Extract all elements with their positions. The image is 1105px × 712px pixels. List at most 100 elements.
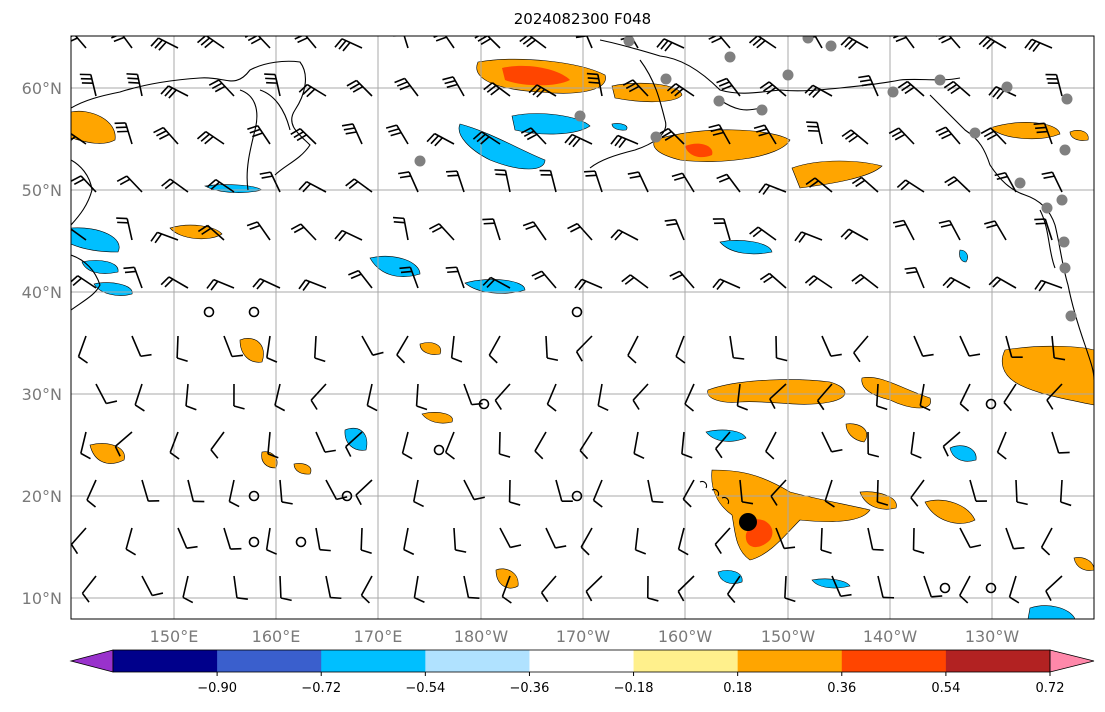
wind-barb (150, 37, 179, 51)
wind-barb (393, 36, 409, 49)
wind-barb (426, 132, 455, 147)
wind-barb (81, 575, 97, 603)
colorbar-segment (529, 650, 635, 672)
calm-circle (939, 582, 951, 594)
wind-barb (664, 218, 685, 241)
wind-barb (71, 527, 87, 555)
wind-barb (325, 479, 348, 501)
station-dot (1059, 144, 1071, 156)
colorbar-label: −0.90 (197, 681, 237, 696)
wind-barb (415, 383, 428, 411)
calm-circle (248, 306, 260, 318)
wind-barb (445, 266, 465, 289)
wind-barb (499, 527, 522, 549)
colorbar-label: 0.54 (931, 681, 960, 696)
lat-label: 40°N (22, 283, 62, 302)
wind-barb (185, 383, 197, 411)
wind-barb (208, 79, 235, 97)
wind-barb (942, 276, 971, 289)
wind-barb (71, 36, 87, 49)
wind-barb (528, 84, 557, 98)
wind-barb (996, 431, 1007, 460)
wind-barb (749, 226, 777, 241)
wind-barb (123, 266, 143, 289)
wind-barbs (71, 36, 1072, 604)
wind-barb (86, 479, 97, 508)
colorbar-segment (217, 650, 322, 672)
wind-barb (853, 335, 869, 363)
wind-barb (114, 431, 133, 457)
map-title: 2024082300 F048 (513, 10, 652, 28)
wind-barb (472, 131, 501, 145)
wind-barb (892, 219, 915, 241)
wind-barb (851, 176, 879, 193)
wind-barb (531, 270, 557, 289)
station-dot (1001, 81, 1013, 93)
wind-barb (959, 527, 982, 549)
wind-barb (396, 335, 409, 364)
wind-barb (824, 479, 835, 508)
wind-barb (938, 219, 961, 241)
wind-barb (729, 335, 745, 360)
wind-barb (784, 575, 796, 603)
lon-label: 160°E (252, 627, 301, 646)
wind-barb (716, 77, 741, 97)
wind-barb (1045, 73, 1063, 97)
wind-barb (715, 431, 731, 459)
wind-barb (196, 36, 225, 49)
wind-barb (647, 479, 664, 504)
wind-barb (584, 170, 603, 193)
station-dot (887, 86, 899, 98)
wind-barb (392, 216, 409, 241)
wind-barb (753, 124, 777, 145)
station-dot (1059, 262, 1071, 274)
wind-barb (453, 527, 467, 553)
wind-barb (888, 127, 915, 145)
colorbar-extend-low (69, 649, 114, 673)
wind-barb (80, 431, 91, 460)
wind-barb (984, 220, 1007, 241)
wind-barb (116, 175, 143, 193)
station-dot (660, 73, 672, 85)
wind-barb (463, 383, 483, 406)
wind-barb (153, 126, 179, 145)
wind-barb (841, 129, 869, 145)
wind-barb (748, 36, 777, 49)
wind-barb (412, 479, 424, 508)
colorbar-segment (113, 650, 218, 672)
wind-barb (877, 575, 895, 599)
calm-wind-circles (203, 306, 997, 594)
wind-barb (223, 527, 242, 550)
wind-barb (71, 275, 97, 289)
wind-barb (893, 36, 915, 49)
wind-barb (540, 575, 557, 603)
lat-label: 30°N (22, 385, 62, 404)
colorbar-label: −0.72 (301, 681, 341, 696)
wind-barb (346, 79, 373, 97)
lat-label: 60°N (22, 79, 62, 98)
colorbar-extend-high (1049, 649, 1095, 673)
station-dot (623, 36, 635, 47)
wind-barb (919, 383, 931, 412)
wind-barb (463, 479, 485, 501)
wind-barb (366, 383, 378, 412)
wind-barb (498, 431, 511, 458)
wind-barb (111, 36, 133, 49)
wind-barb (804, 84, 833, 98)
wind-barb (141, 575, 164, 597)
wind-barb (292, 36, 317, 49)
wind-barb (671, 172, 695, 193)
wind-barb (266, 335, 278, 363)
wind-barb (341, 123, 363, 145)
wind-barb (71, 175, 97, 193)
wind-barb (334, 38, 363, 52)
wind-barb (1034, 218, 1053, 241)
wind-barb (482, 276, 511, 289)
wind-barb (935, 126, 961, 145)
wind-barb (1040, 527, 1053, 556)
colorbar: −0.90 −0.72 −0.54 −0.36 −0.18 0.18 0.36 0.54 0.7… (69, 649, 1095, 696)
wind-barb (634, 527, 647, 555)
wind-barb (820, 527, 832, 555)
station-dot (969, 127, 981, 139)
